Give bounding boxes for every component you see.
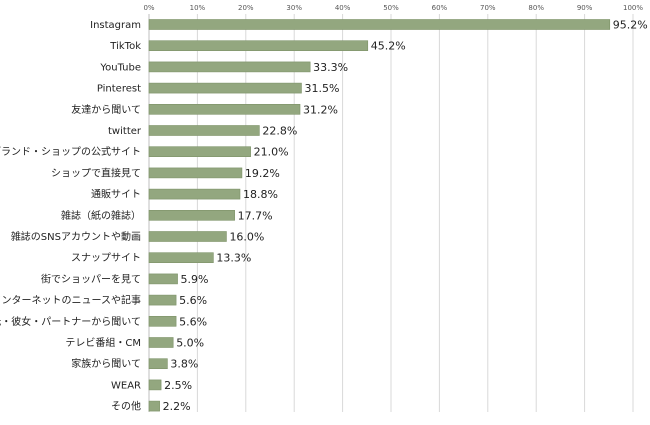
value-label: 31.2% (303, 103, 338, 116)
x-tick-label: 30% (286, 4, 302, 12)
category-label: インターネットのニュースや記事 (0, 294, 141, 307)
category-label: Instagram (90, 20, 141, 31)
category-label: 友達から聞いて (71, 103, 141, 116)
x-axis-ticks: 0% 10% 20% 30% 40% 50% 60% 70% 80% 90% 100% (143, 4, 643, 12)
bar (148, 358, 168, 370)
x-tick-label: 0% (143, 4, 154, 12)
category-label: スナップサイト (71, 252, 141, 264)
value-label: 22.8% (262, 125, 297, 138)
value-label: 5.9% (181, 273, 209, 286)
x-tick-label: 40% (335, 4, 351, 12)
category-label: ブランド・ショップの公式サイト (0, 145, 141, 158)
value-label: 5.0% (176, 337, 204, 350)
category-label: テレビ番組・CM (65, 336, 141, 349)
category-label: TikTok (109, 41, 141, 52)
value-labels: 95.2% 45.2% 33.3% 31.5% 31.2% 22.8% 21.0% 19.2%… (163, 19, 648, 414)
bar (148, 167, 243, 179)
category-label: ショップで直接見て (51, 166, 141, 179)
category-label: YouTube (99, 62, 141, 73)
bars-layer (148, 19, 611, 412)
value-label: 13.3% (216, 252, 251, 265)
x-tick-label: 20% (238, 4, 254, 12)
category-label: その他 (111, 400, 141, 413)
category-label: Pinterest (97, 84, 141, 95)
category-label: WEAR (111, 380, 141, 391)
bar (148, 252, 214, 263)
bar (148, 231, 227, 242)
category-label: 通販サイト (91, 189, 141, 201)
value-label: 19.2% (245, 167, 280, 180)
value-label: 21.0% (254, 146, 289, 159)
bar (148, 315, 177, 327)
x-tick-label: 80% (528, 4, 544, 12)
category-labels: Instagram TikTok YouTube Pinterest 友達から聞いて tw… (0, 20, 142, 413)
bar (148, 210, 235, 221)
bar (148, 82, 302, 94)
x-tick-label: 60% (432, 4, 448, 12)
bar (148, 294, 177, 306)
value-label: 2.5% (164, 379, 192, 392)
x-tick-label: 10% (190, 4, 206, 12)
value-label: 3.8% (170, 358, 198, 371)
category-label: 街でショッパーを見て (41, 272, 141, 285)
value-label: 95.2% (613, 19, 648, 32)
category-label: 雑誌（紙の雑誌） (61, 209, 141, 222)
value-label: 45.2% (371, 40, 406, 53)
category-label: 家族から聞いて (71, 357, 141, 370)
value-label: 18.8% (243, 188, 278, 201)
bar (148, 273, 178, 285)
value-label: 31.5% (304, 82, 339, 95)
value-label: 5.6% (179, 294, 207, 307)
bar (148, 40, 369, 52)
value-label: 5.6% (179, 315, 207, 328)
bar (148, 61, 311, 73)
x-tick-label: 70% (480, 4, 496, 12)
category-label: 彼氏・彼女・パートナーから聞いて (0, 315, 141, 328)
value-label: 2.2% (163, 400, 191, 413)
bar (148, 379, 162, 391)
x-tick-label: 100% (623, 4, 643, 12)
bar (148, 125, 260, 136)
bar (148, 146, 251, 157)
bar (148, 19, 611, 30)
bar (148, 400, 160, 412)
value-label: 16.0% (229, 231, 264, 244)
grid-layer (148, 14, 634, 412)
value-label: 17.7% (238, 209, 273, 222)
x-tick-label: 50% (383, 4, 399, 12)
value-label: 33.3% (313, 61, 348, 74)
category-label: twitter (108, 126, 142, 137)
bar (148, 337, 174, 348)
bar (148, 188, 241, 200)
x-tick-label: 90% (577, 4, 593, 12)
bar (148, 104, 301, 115)
category-label: 雑誌のSNSアカウントや動画 (11, 230, 141, 243)
